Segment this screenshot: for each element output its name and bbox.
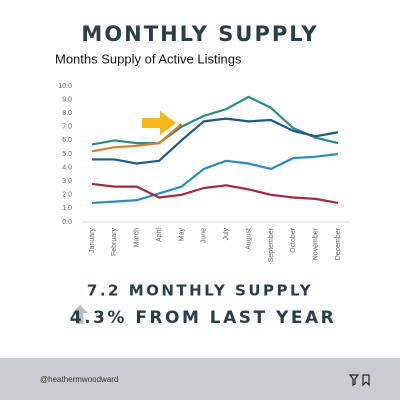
y-tick-label: 1.0 bbox=[62, 205, 72, 212]
x-tick-label: February bbox=[111, 228, 118, 257]
y-tick-label: 6.0 bbox=[62, 137, 72, 144]
x-tick-label: July bbox=[223, 228, 230, 241]
y-tick-label: 5.0 bbox=[62, 151, 72, 158]
x-tick-label: March bbox=[134, 228, 141, 248]
y-tick-label: 10.0 bbox=[58, 83, 72, 90]
y-tick-label: 0.0 bbox=[62, 219, 72, 226]
x-tick-label: September bbox=[268, 227, 275, 262]
plot: 0.0 1.0 2.0 3.0 4.0 5.0 6.0 7.0 8.0 9.0 10.0 Januar… bbox=[58, 83, 341, 262]
x-tick-label: December bbox=[335, 227, 342, 260]
y-tick-label: 2.0 bbox=[62, 192, 72, 199]
y-tick-label: 7.0 bbox=[62, 124, 72, 131]
up-arrow bbox=[72, 305, 88, 324]
footer-handle: @heathermwoodward bbox=[40, 375, 118, 384]
chart-title: MONTHLY SUPPLY bbox=[81, 22, 318, 46]
annotation: 4.3% FROM LAST YEAR bbox=[70, 308, 336, 328]
y-tick-label: 4.0 bbox=[62, 164, 72, 171]
x-tick-label: April bbox=[156, 228, 163, 242]
series-line bbox=[91, 123, 183, 153]
x-tick-label: August bbox=[245, 228, 252, 250]
x-tick-label: June bbox=[201, 228, 208, 243]
y-tick-label: 3.0 bbox=[62, 178, 72, 185]
x-tick-label: October bbox=[290, 227, 297, 253]
highlight-arrow bbox=[142, 111, 176, 135]
series-line bbox=[91, 182, 339, 205]
x-tick-label: January bbox=[89, 228, 96, 253]
chart-subtitle: Months Supply of Active Listings bbox=[55, 51, 242, 66]
bookmark-icon[interactable] bbox=[362, 374, 370, 387]
y-tick-label: 8.0 bbox=[62, 110, 72, 117]
series-line bbox=[92, 117, 339, 165]
x-tick-label: May bbox=[178, 228, 185, 242]
series-line bbox=[91, 95, 339, 146]
y-tick-label: 9.0 bbox=[62, 96, 72, 103]
annotation: 7.2 MONTHLY SUPPLY bbox=[87, 282, 313, 300]
series-line bbox=[91, 152, 339, 205]
footer-bar bbox=[0, 358, 400, 400]
filter-icon[interactable] bbox=[348, 374, 360, 386]
x-tick-label: November bbox=[312, 227, 319, 260]
